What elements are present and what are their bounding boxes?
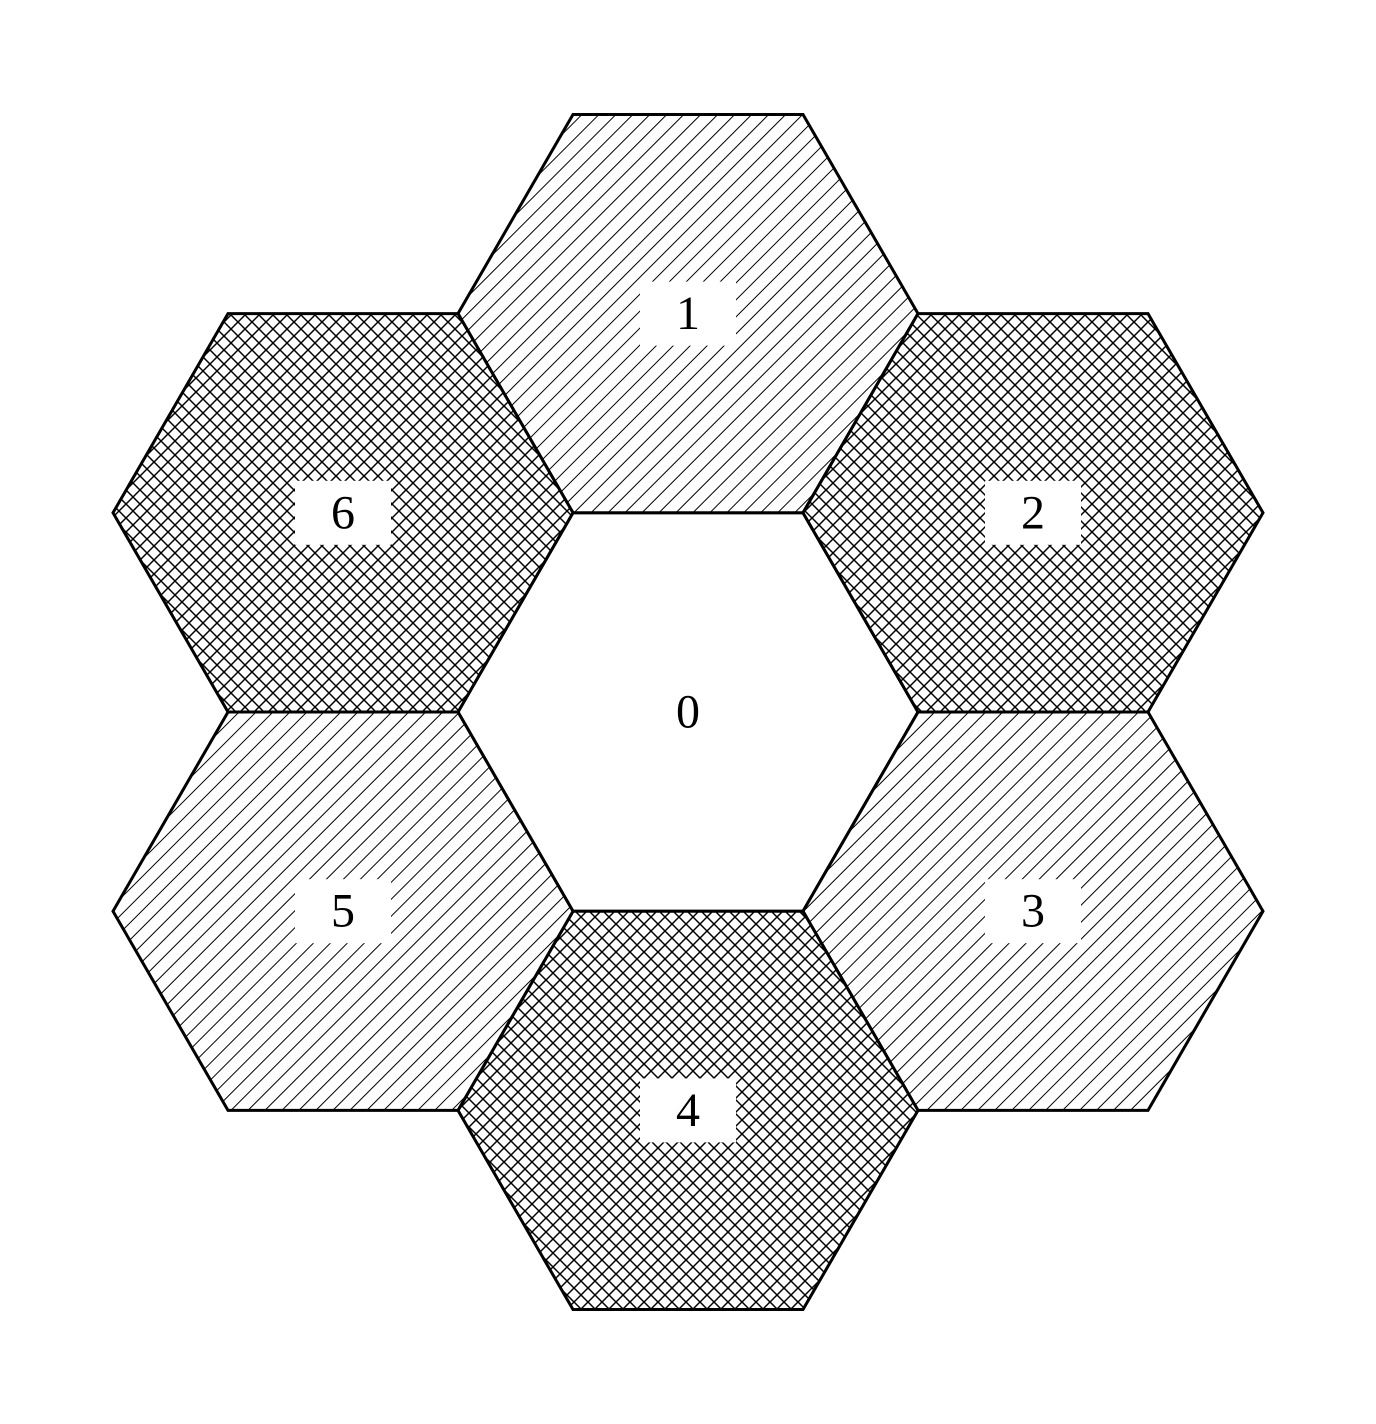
hex-label-4: 4 (676, 1084, 700, 1137)
hex-cluster-diagram: 0 1 2 3 4 5 6 (0, 0, 1376, 1424)
hex-label-5: 5 (331, 885, 355, 938)
hex-label-2: 2 (1021, 486, 1045, 539)
hex-cluster: 0 1 2 3 4 5 6 (113, 114, 1263, 1309)
hex-label-0: 0 (676, 686, 700, 739)
hex-label-6: 6 (331, 486, 355, 539)
hex-label-1: 1 (676, 287, 700, 340)
hex-label-3: 3 (1021, 885, 1045, 938)
